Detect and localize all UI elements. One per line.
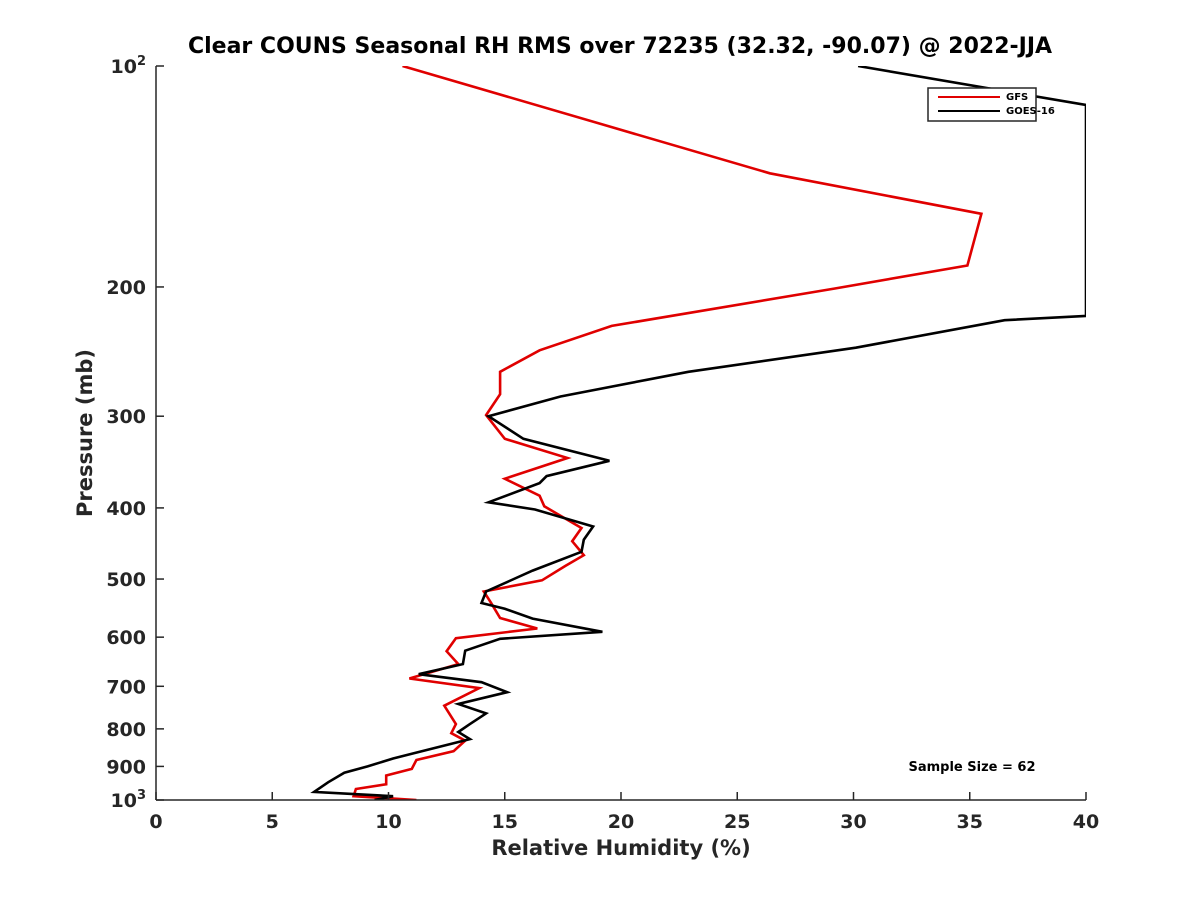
y-tick-label: 800 bbox=[106, 719, 146, 741]
y-tick-label: 700 bbox=[106, 676, 146, 698]
y-tick-label: 102 bbox=[111, 54, 147, 78]
x-tick-label: 15 bbox=[492, 811, 518, 833]
x-tick-label: 35 bbox=[957, 811, 983, 833]
y-tick-label: 103 bbox=[111, 788, 147, 812]
series-line-goes16 bbox=[310, 66, 1086, 800]
y-tick-label: 900 bbox=[106, 756, 146, 778]
x-tick-label: 10 bbox=[375, 811, 401, 833]
x-tick-label: 30 bbox=[840, 811, 866, 833]
x-tick-label: 25 bbox=[724, 811, 750, 833]
series-line-gfs bbox=[351, 66, 984, 800]
legend-box bbox=[927, 87, 1037, 122]
y-tick-label: 200 bbox=[106, 277, 146, 299]
x-tick-label: 20 bbox=[608, 811, 634, 833]
y-ticks: 102 200 300 400 500 600 700 800 900 103 bbox=[106, 54, 164, 812]
y-tick-label: 300 bbox=[106, 406, 146, 428]
legend-label-gfs: GFS bbox=[1006, 92, 1028, 103]
y-tick-label: 600 bbox=[106, 627, 146, 649]
legend: GFS GOES-16 bbox=[927, 87, 1055, 122]
y-tick-label: 500 bbox=[106, 569, 146, 591]
chart-title: Clear COUNS Seasonal RH RMS over 72235 (… bbox=[188, 34, 1052, 59]
x-tick-label: 40 bbox=[1073, 811, 1099, 833]
x-axis-label: Relative Humidity (%) bbox=[491, 836, 750, 860]
y-tick-label: 400 bbox=[106, 498, 146, 520]
y-axis-label: Pressure (mb) bbox=[73, 349, 97, 517]
series-layer bbox=[310, 66, 1086, 800]
legend-label-goes16: GOES-16 bbox=[1006, 106, 1055, 117]
x-ticks: 0 5 10 15 20 25 30 35 40 bbox=[149, 792, 1099, 833]
x-tick-label: 0 bbox=[149, 811, 162, 833]
x-tick-label: 5 bbox=[266, 811, 279, 833]
sample-size-annotation: Sample Size = 62 bbox=[908, 760, 1035, 775]
